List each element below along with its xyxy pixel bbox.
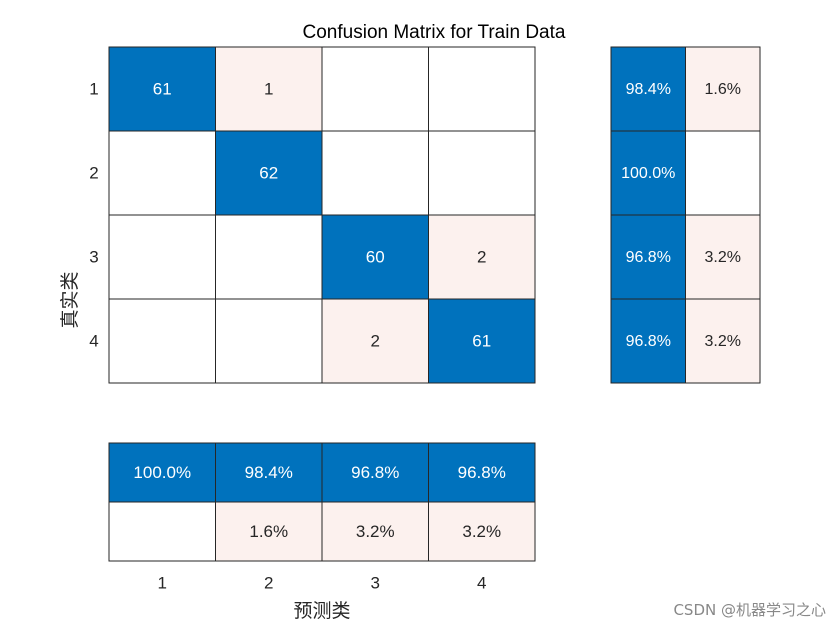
y-tick-label: 4 bbox=[89, 331, 98, 350]
column-summary-value: 96.8% bbox=[351, 463, 399, 482]
row-summary-value: 1.6% bbox=[705, 81, 741, 98]
matrix-cell bbox=[321, 130, 429, 216]
chart-title: Confusion Matrix for Train Data bbox=[303, 22, 566, 43]
matrix-cell bbox=[108, 130, 216, 216]
matrix-cell-value: 60 bbox=[366, 247, 385, 266]
matrix-cell bbox=[321, 298, 429, 384]
matrix-cell-value: 2 bbox=[371, 331, 380, 350]
row-summary-cell bbox=[685, 130, 761, 216]
row-summary-cell bbox=[685, 298, 761, 384]
column-summary-cell bbox=[321, 501, 429, 562]
row-summary: 98.4% 1.6% 100.0% 96.8% 3.2% 96.8% 3.2% bbox=[610, 46, 761, 384]
x-tick-label: 4 bbox=[477, 573, 486, 592]
matrix-cell bbox=[215, 298, 323, 384]
column-summary-value: 98.4% bbox=[245, 463, 293, 482]
y-tick-label: 2 bbox=[89, 163, 98, 182]
column-summary: 100.0% 98.4% 96.8% 96.8% 1.6% 3.2% 3.2% bbox=[108, 442, 536, 562]
column-summary-cell bbox=[321, 442, 429, 503]
matrix-cell bbox=[108, 214, 216, 300]
row-summary-cell bbox=[610, 46, 686, 132]
x-tick-labels: 1 2 3 4 bbox=[158, 573, 487, 592]
y-axis-label: 真实类 bbox=[59, 271, 81, 328]
confusion-matrix: 61 1 62 60 2 2 61 bbox=[108, 46, 536, 384]
row-summary-value: 98.4% bbox=[626, 81, 671, 98]
matrix-cell bbox=[108, 46, 216, 132]
matrix-cell bbox=[215, 46, 323, 132]
x-tick-label: 1 bbox=[158, 573, 167, 592]
watermark: CSDN @机器学习之心 bbox=[673, 601, 826, 619]
matrix-cell bbox=[428, 214, 536, 300]
matrix-cell bbox=[321, 214, 429, 300]
matrix-cell bbox=[215, 214, 323, 300]
column-summary-value: 3.2% bbox=[356, 522, 395, 541]
column-summary-value: 100.0% bbox=[133, 463, 191, 482]
matrix-cell-value: 2 bbox=[477, 247, 486, 266]
row-summary-cell bbox=[685, 214, 761, 300]
matrix-cell bbox=[428, 298, 536, 384]
matrix-cell bbox=[428, 130, 536, 216]
column-summary-cell bbox=[428, 442, 536, 503]
column-summary-cell bbox=[215, 442, 323, 503]
y-tick-label: 3 bbox=[89, 247, 98, 266]
column-summary-cell bbox=[428, 501, 536, 562]
column-summary-value: 3.2% bbox=[462, 522, 501, 541]
row-summary-cell bbox=[610, 130, 686, 216]
row-summary-value: 3.2% bbox=[705, 249, 741, 266]
row-summary-value: 3.2% bbox=[705, 333, 741, 350]
matrix-cell bbox=[215, 130, 323, 216]
y-tick-labels: 1 2 3 4 bbox=[89, 79, 98, 350]
matrix-cell-value: 1 bbox=[264, 79, 273, 98]
column-summary-value: 96.8% bbox=[458, 463, 506, 482]
matrix-cell-value: 61 bbox=[472, 331, 491, 350]
matrix-cell bbox=[428, 46, 536, 132]
row-summary-cell bbox=[610, 298, 686, 384]
matrix-cell-value: 62 bbox=[259, 163, 278, 182]
row-summary-value: 96.8% bbox=[626, 333, 671, 350]
column-summary-cell bbox=[108, 501, 216, 562]
x-tick-label: 3 bbox=[371, 573, 380, 592]
x-axis-label: 预测类 bbox=[293, 600, 350, 622]
row-summary-value: 96.8% bbox=[626, 249, 671, 266]
column-summary-value: 1.6% bbox=[249, 522, 288, 541]
matrix-cell bbox=[108, 298, 216, 384]
column-summary-cell bbox=[215, 501, 323, 562]
matrix-cell bbox=[321, 46, 429, 132]
matrix-cell-value: 61 bbox=[153, 79, 172, 98]
y-tick-label: 1 bbox=[89, 79, 98, 98]
row-summary-value: 100.0% bbox=[621, 165, 675, 182]
x-tick-label: 2 bbox=[264, 573, 273, 592]
